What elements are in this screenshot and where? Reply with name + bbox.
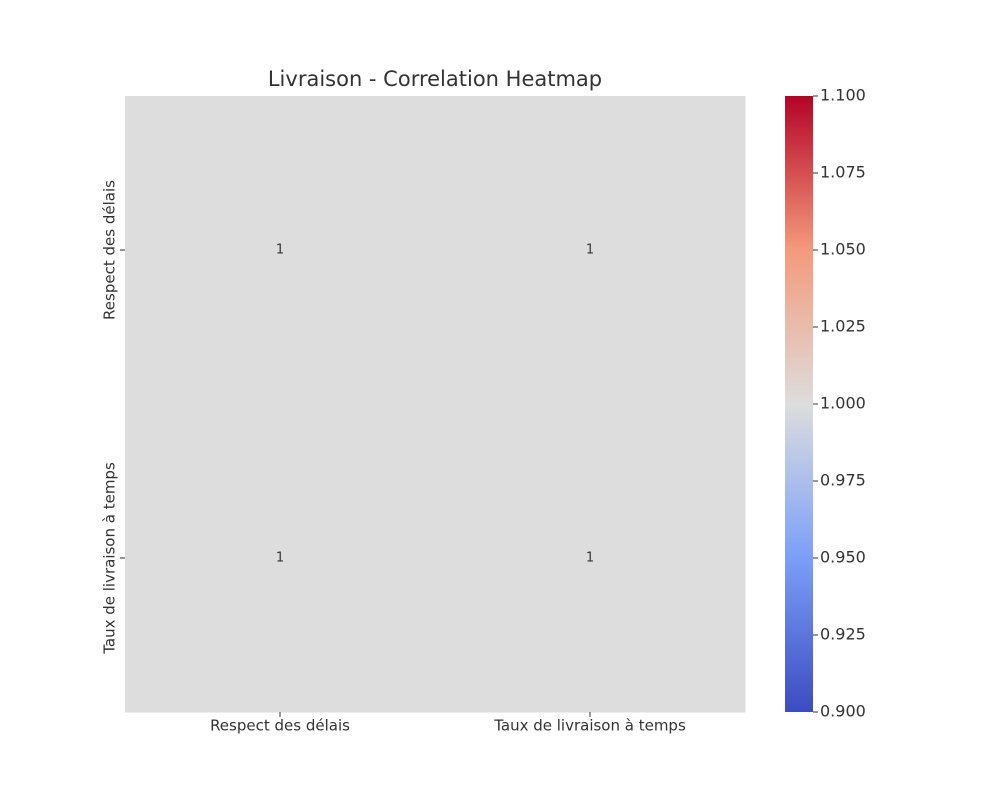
y-tick-label: Taux de livraison à temps bbox=[101, 462, 119, 655]
heatmap-cell bbox=[435, 96, 746, 405]
cell-label: 1 bbox=[586, 551, 594, 566]
colorbar-tick-label: 0.975 bbox=[820, 471, 866, 490]
heatmap-cell bbox=[435, 404, 746, 713]
colorbar-tick-label: 1.075 bbox=[820, 163, 866, 182]
chart-title: Livraison - Correlation Heatmap bbox=[268, 67, 602, 91]
cell-label: 1 bbox=[276, 243, 284, 258]
colorbar-tick-label: 0.900 bbox=[820, 702, 866, 721]
colorbar-tick-label: 0.950 bbox=[820, 548, 866, 567]
colorbar-tick-label: 1.050 bbox=[820, 240, 866, 259]
y-tick-label: Respect des délais bbox=[101, 180, 119, 320]
colorbar-tick-label: 0.925 bbox=[820, 625, 866, 644]
heatmap-cell bbox=[125, 404, 436, 713]
cell-label: 1 bbox=[586, 243, 594, 258]
colorbar-tick-label: 1.025 bbox=[820, 317, 866, 336]
colorbar bbox=[785, 96, 813, 712]
colorbar-tick-label: 1.100 bbox=[820, 86, 866, 105]
x-tick-label: Respect des délais bbox=[210, 717, 350, 735]
colorbar-tick-label: 1.000 bbox=[820, 394, 866, 413]
x-tick-label: Taux de livraison à temps bbox=[493, 717, 686, 735]
cell-label: 1 bbox=[276, 551, 284, 566]
heatmap-cell bbox=[125, 96, 436, 405]
